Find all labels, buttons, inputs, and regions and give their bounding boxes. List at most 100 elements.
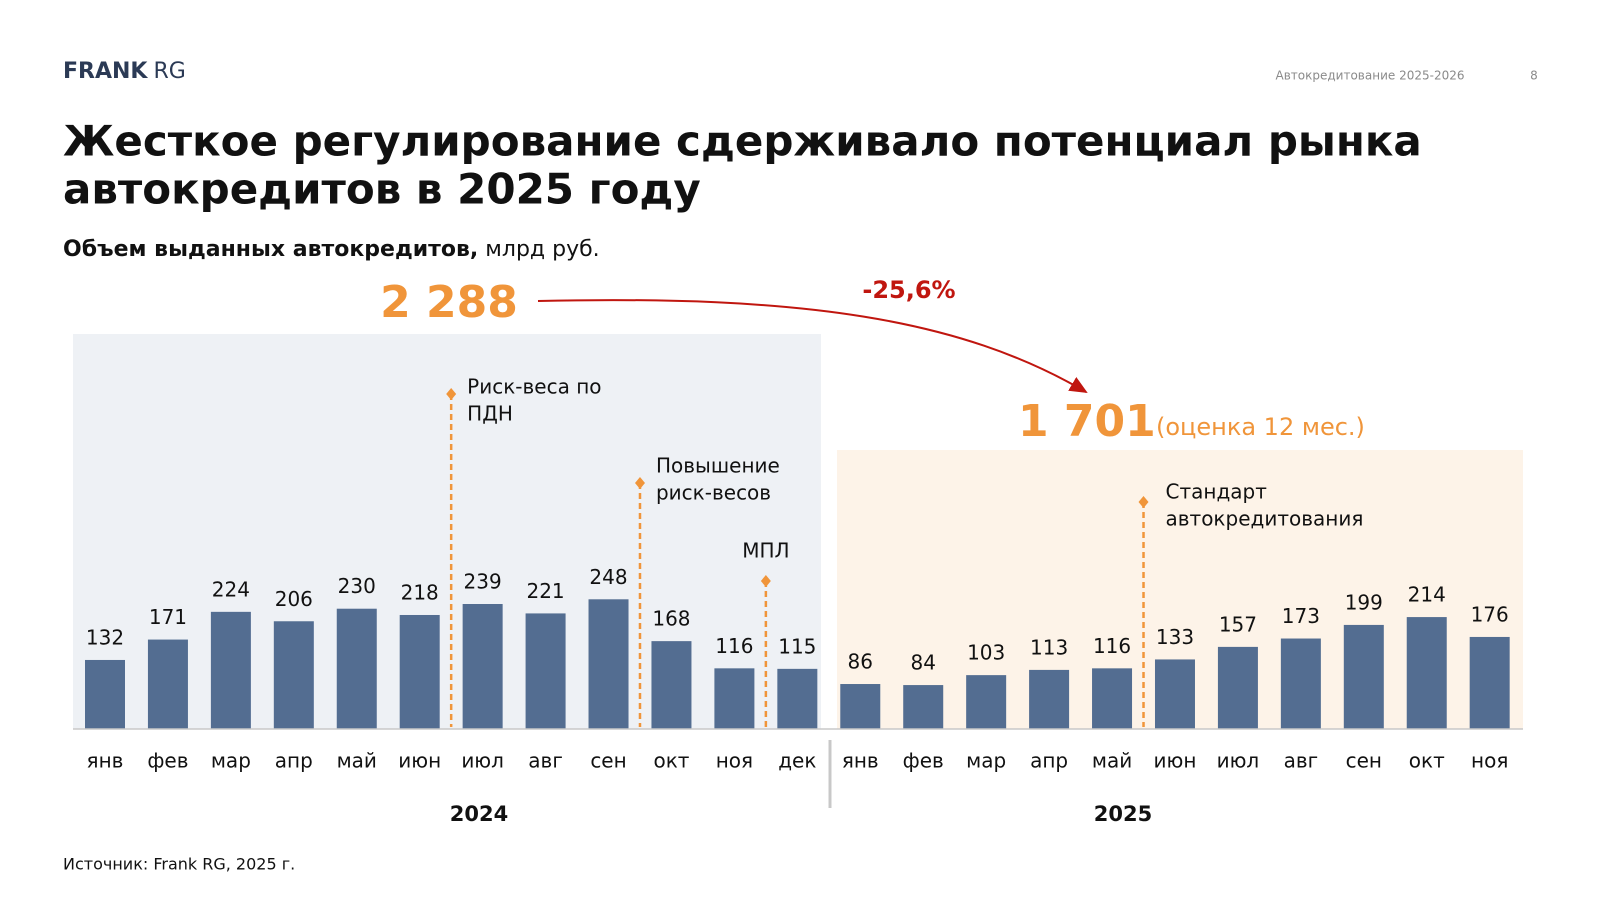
chart-subtitle: Объем выданных автокредитов, млрд руб. xyxy=(63,237,600,262)
value-label: 224 xyxy=(212,577,250,601)
bar xyxy=(525,613,566,729)
bar xyxy=(1406,617,1447,729)
bar xyxy=(1469,636,1510,729)
event-label: Стандарт xyxy=(1166,480,1268,504)
value-label: 221 xyxy=(526,579,564,603)
subtitle-unit: млрд руб. xyxy=(485,237,599,262)
total-label: 1 701 xyxy=(1018,396,1156,447)
total-label: 2 288 xyxy=(380,277,518,328)
value-label: 248 xyxy=(589,565,627,589)
value-label: 199 xyxy=(1345,590,1383,614)
value-label: 214 xyxy=(1408,583,1446,607)
bar xyxy=(399,614,440,729)
x-tick-label: окт xyxy=(1409,749,1445,773)
value-label: 103 xyxy=(967,641,1005,665)
bar xyxy=(966,675,1007,729)
value-label: 115 xyxy=(778,634,816,658)
value-label: 168 xyxy=(652,607,690,631)
x-tick-label: апр xyxy=(275,749,313,773)
value-label: 239 xyxy=(464,570,502,594)
event-label: Риск-веса по xyxy=(467,375,601,399)
x-tick-label: июн xyxy=(1154,749,1197,773)
bar xyxy=(651,641,692,729)
x-tick-label: май xyxy=(1092,749,1132,773)
bar xyxy=(1343,624,1384,729)
event-label: Повышение xyxy=(656,454,780,478)
x-tick-label: июл xyxy=(1217,749,1260,773)
bar xyxy=(1217,646,1258,729)
report-name: Автокредитование 2025-2026 xyxy=(1276,69,1465,83)
logo: FRANK RG xyxy=(63,59,186,84)
x-tick-label: ноя xyxy=(1471,749,1508,773)
value-label: 132 xyxy=(86,625,124,649)
chart: 2024 132 янв 171 фев 224 мар 206 апр 230 май 218 июн… xyxy=(73,276,1523,826)
group-label: 2024 xyxy=(450,802,508,826)
value-label: 230 xyxy=(338,574,376,598)
value-label: 116 xyxy=(1093,634,1131,658)
value-label: 86 xyxy=(848,650,873,674)
x-tick-label: июн xyxy=(398,749,441,773)
logo-bold: FRANK xyxy=(63,59,148,84)
value-label: 176 xyxy=(1471,602,1509,626)
bar xyxy=(273,621,314,729)
title-line: автокредитов в 2025 году xyxy=(63,165,701,214)
change-label: -25,6% xyxy=(862,276,955,304)
value-label: 218 xyxy=(401,580,439,604)
event-label: риск-весов xyxy=(656,481,771,505)
value-label: 113 xyxy=(1030,635,1068,659)
total-note: (оценка 12 мес.) xyxy=(1156,413,1365,441)
x-tick-label: авг xyxy=(1284,749,1319,773)
value-label: 84 xyxy=(910,651,935,675)
bar xyxy=(903,685,944,729)
bar xyxy=(777,668,818,729)
source-note: Источник: Frank RG, 2025 г. xyxy=(63,855,295,874)
x-tick-label: май xyxy=(337,749,377,773)
x-tick-label: авг xyxy=(528,749,563,773)
value-label: 116 xyxy=(715,634,753,658)
value-label: 157 xyxy=(1219,612,1257,636)
bar xyxy=(147,639,188,729)
title-line: Жесткое регулирование сдерживало потенци… xyxy=(63,117,1422,166)
bar xyxy=(714,668,755,729)
subtitle-bold: Объем выданных автокредитов, xyxy=(63,237,478,262)
bar xyxy=(1092,668,1133,729)
group-background xyxy=(73,334,821,729)
bar xyxy=(1154,659,1195,729)
bar xyxy=(336,608,377,729)
x-tick-label: фев xyxy=(147,749,188,773)
event-label: автокредитования xyxy=(1166,507,1364,531)
bar xyxy=(85,659,125,729)
value-label: 173 xyxy=(1282,604,1320,628)
bar xyxy=(1280,638,1321,729)
value-label: 133 xyxy=(1156,625,1194,649)
x-tick-label: ноя xyxy=(716,749,753,773)
x-tick-label: сен xyxy=(1346,749,1382,773)
x-tick-label: янв xyxy=(842,749,879,773)
bar xyxy=(462,604,503,729)
x-tick-label: фев xyxy=(903,749,944,773)
event-marker xyxy=(1138,496,1149,508)
x-tick-label: янв xyxy=(87,749,124,773)
x-tick-label: мар xyxy=(211,749,251,773)
bar xyxy=(210,611,251,729)
x-tick-label: сен xyxy=(590,749,626,773)
event-label: МПЛ xyxy=(742,539,789,563)
page-number: 8 xyxy=(1530,69,1538,83)
group-label: 2025 xyxy=(1094,802,1152,826)
change-arrow xyxy=(537,299,1088,394)
x-tick-label: мар xyxy=(966,749,1006,773)
event-marker xyxy=(760,575,771,587)
bar xyxy=(1029,669,1070,729)
bar xyxy=(840,684,881,729)
logo-light: RG xyxy=(153,59,185,84)
event-label: ПДН xyxy=(467,402,513,426)
bar xyxy=(588,599,629,729)
event-marker xyxy=(446,388,457,400)
x-tick-label: окт xyxy=(653,749,689,773)
event-marker xyxy=(634,477,645,489)
x-tick-label: июл xyxy=(461,749,504,773)
value-label: 206 xyxy=(275,587,313,611)
x-tick-label: апр xyxy=(1030,749,1068,773)
